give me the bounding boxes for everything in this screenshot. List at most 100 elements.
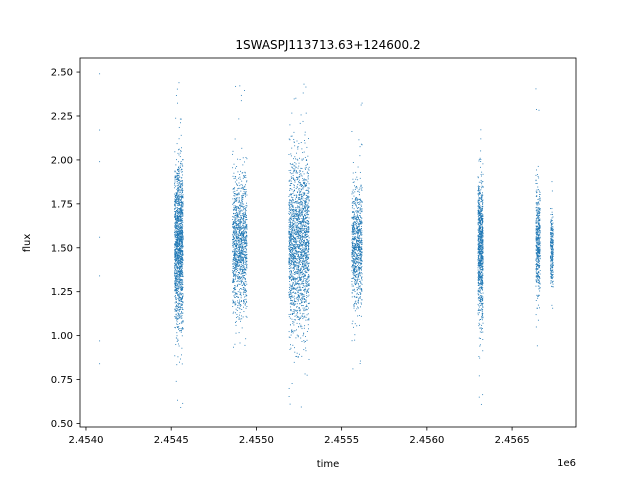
data-point	[236, 215, 238, 217]
data-point	[288, 295, 290, 297]
data-point	[177, 229, 179, 231]
data-point	[182, 327, 184, 329]
data-point	[298, 247, 300, 249]
data-point	[234, 251, 236, 253]
data-point	[177, 251, 179, 253]
data-point	[182, 182, 184, 184]
data-point	[180, 279, 182, 280]
data-point	[305, 229, 307, 231]
data-point	[178, 269, 180, 271]
data-point	[242, 280, 244, 282]
data-point	[290, 297, 292, 299]
data-point	[242, 229, 244, 231]
data-point	[176, 247, 178, 248]
data-point	[177, 223, 179, 225]
data-point	[301, 315, 303, 317]
data-point	[176, 307, 178, 309]
data-point	[240, 231, 242, 233]
data-point	[300, 209, 302, 211]
data-point	[233, 228, 235, 230]
data-point	[291, 302, 293, 304]
data-point	[242, 227, 244, 229]
data-point	[178, 198, 179, 200]
data-point	[302, 171, 304, 173]
data-point	[180, 209, 182, 211]
data-point	[238, 303, 240, 305]
data-point	[180, 241, 182, 243]
data-point	[234, 256, 235, 258]
data-point	[297, 276, 299, 278]
data-point	[296, 233, 298, 235]
data-point	[290, 200, 292, 201]
data-point	[241, 300, 242, 302]
data-point	[174, 271, 176, 273]
data-point	[180, 322, 182, 324]
data-point	[176, 181, 178, 182]
data-point	[239, 247, 241, 249]
data-point	[295, 292, 297, 294]
data-point	[299, 303, 300, 305]
data-point	[233, 195, 235, 197]
data-point	[180, 256, 182, 258]
data-point	[245, 231, 246, 233]
data-point	[355, 197, 356, 199]
data-point	[179, 261, 181, 263]
data-point	[306, 241, 308, 243]
data-point	[300, 234, 301, 236]
data-point	[357, 315, 359, 317]
data-point	[291, 211, 293, 213]
data-point	[175, 202, 177, 203]
data-point	[352, 230, 353, 232]
data-point	[177, 274, 179, 276]
data-point	[288, 331, 290, 333]
data-point	[307, 284, 309, 286]
data-point	[296, 303, 298, 305]
data-point	[294, 283, 296, 285]
data-point	[296, 262, 298, 264]
data-point	[288, 211, 290, 213]
data-point	[304, 198, 306, 200]
data-point	[301, 301, 302, 303]
data-point	[238, 200, 240, 202]
data-point	[181, 288, 183, 290]
data-point	[240, 320, 241, 322]
data-point	[297, 167, 299, 169]
data-point	[295, 300, 297, 302]
data-point	[232, 279, 234, 281]
data-point	[180, 258, 182, 260]
data-point	[246, 283, 248, 285]
data-point	[352, 246, 354, 248]
data-point	[179, 220, 181, 221]
data-point	[288, 232, 290, 234]
data-point	[290, 217, 292, 219]
data-point	[179, 265, 181, 267]
data-point	[246, 219, 248, 220]
data-point	[293, 223, 295, 225]
data-point	[306, 314, 308, 316]
data-point	[237, 256, 239, 258]
data-point	[293, 276, 295, 278]
data-point	[174, 175, 176, 177]
data-point	[304, 167, 306, 169]
data-point	[178, 287, 180, 289]
data-point	[296, 240, 298, 242]
data-point	[305, 336, 306, 338]
data-point	[303, 276, 304, 278]
data-point	[304, 221, 306, 223]
data-point	[175, 292, 177, 294]
data-point	[302, 239, 304, 240]
data-point	[182, 189, 184, 191]
data-point	[234, 276, 236, 278]
data-point	[178, 249, 179, 251]
data-point	[232, 150, 234, 152]
data-point	[295, 242, 297, 244]
data-point	[241, 226, 243, 228]
data-point	[240, 292, 242, 294]
data-point	[240, 252, 242, 254]
data-point	[237, 261, 239, 262]
data-point	[176, 259, 178, 260]
data-point	[245, 235, 247, 237]
data-point	[296, 225, 298, 226]
data-point	[235, 239, 236, 241]
data-point	[180, 169, 182, 171]
